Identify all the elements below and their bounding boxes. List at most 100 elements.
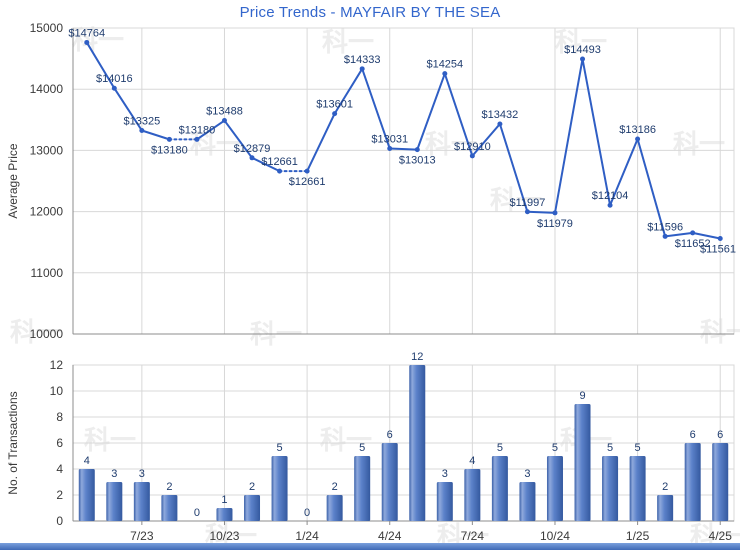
price-point-label: $13186: [619, 124, 656, 136]
price-data-point: [84, 39, 90, 45]
transaction-bar-label: 5: [607, 442, 613, 454]
horizontal-scrollbar[interactable]: [0, 543, 740, 550]
txn-ytick-label: 4: [56, 462, 63, 476]
price-data-point: [635, 136, 641, 142]
price-line-segment: [691, 231, 722, 240]
price-point-label: $12910: [454, 141, 491, 153]
transaction-bar-label: 6: [387, 429, 393, 441]
watermark-text: 科一: [490, 185, 543, 215]
txn-xtick-label: 1/24: [295, 529, 319, 543]
watermark-text: 科一: [84, 425, 137, 455]
price-point-label: $11979: [537, 218, 573, 230]
price-ytick-label: 10000: [30, 327, 64, 341]
transaction-bar-label: 3: [111, 468, 117, 480]
price-line-segment: [664, 231, 694, 238]
transaction-bar-label: 2: [249, 481, 255, 493]
price-point-label: $14254: [426, 59, 463, 71]
price-point-label: $14016: [96, 73, 133, 85]
price-point-label: $12661: [289, 176, 326, 188]
price-data-point: [442, 71, 448, 77]
transaction-bar: [546, 456, 563, 521]
transaction-bar: [161, 495, 178, 521]
txn-ytick-label: 0: [56, 514, 63, 528]
watermark-text: 科一: [320, 425, 373, 455]
transaction-bar: [464, 469, 481, 521]
price-line-segment: [443, 72, 474, 157]
txn-ytick-label: 8: [56, 410, 63, 424]
transaction-bar-label: 5: [277, 442, 283, 454]
transaction-bar: [684, 443, 701, 521]
transactions-axis-label: No. of Transactions: [6, 391, 20, 495]
transaction-bar: [244, 495, 261, 521]
transaction-bar-label: 5: [635, 442, 641, 454]
price-data-point: [194, 136, 200, 142]
watermark-text: 科一: [555, 27, 608, 57]
transaction-bar: [271, 456, 288, 521]
price-line-segment: [498, 122, 529, 213]
price-data-point: [662, 233, 668, 239]
txn-xtick-label: 4/24: [378, 529, 402, 543]
transaction-bar-label: 5: [552, 442, 558, 454]
price-data-point: [524, 209, 530, 215]
price-line-segment: [195, 119, 226, 141]
transaction-bar-label: 3: [442, 468, 448, 480]
price-data-point: [304, 168, 310, 174]
transaction-bar-label: 6: [717, 429, 723, 441]
price-ytick-label: 12000: [30, 205, 64, 219]
price-point-label: $11997: [509, 197, 545, 209]
transaction-bar: [519, 482, 536, 521]
price-point-label: $13325: [123, 116, 160, 128]
price-data-point: [387, 146, 393, 152]
price-data-point: [332, 111, 338, 117]
txn-ytick-label: 6: [56, 436, 63, 450]
transaction-bar: [574, 404, 591, 521]
transaction-bar-label: 0: [304, 507, 310, 519]
txn-xtick-label: 10/24: [540, 529, 570, 543]
price-point-label: $12661: [261, 156, 298, 168]
price-data-point: [717, 235, 723, 241]
price-line-segment: [416, 72, 446, 151]
price-line-segment: [306, 112, 336, 173]
transaction-bar: [436, 482, 453, 521]
price-ytick-label: 11000: [31, 266, 64, 280]
price-ytick-label: 14000: [30, 82, 64, 96]
price-data-point: [497, 121, 503, 127]
price-ytick-label: 15000: [30, 21, 64, 35]
price-line-segment: [609, 138, 639, 207]
price-line-segment: [333, 67, 364, 115]
watermark-text: 科一: [10, 317, 63, 347]
transaction-bar-label: 5: [359, 442, 365, 454]
price-point-label: $14493: [564, 44, 601, 56]
price-data-point: [359, 66, 365, 72]
price-point-label: $12879: [234, 143, 271, 155]
price-point-label: $14764: [68, 27, 105, 39]
transaction-bar-label: 6: [690, 429, 696, 441]
price-line-segment: [526, 210, 556, 214]
price-point-label: $11596: [647, 221, 683, 233]
price-axis-label: Average Price: [6, 143, 20, 219]
txn-ytick-label: 10: [50, 384, 64, 398]
transaction-bar-label: 1: [221, 494, 227, 506]
transaction-bar: [78, 469, 95, 521]
transaction-bar: [629, 456, 646, 521]
txn-ytick-label: 2: [56, 488, 63, 502]
txn-xtick-label: 1/25: [626, 529, 650, 543]
transaction-bar: [354, 456, 371, 521]
transaction-bar: [216, 508, 233, 521]
transaction-bar: [381, 443, 398, 521]
transaction-bar-label: 3: [524, 468, 530, 480]
price-data-point: [607, 202, 613, 208]
transaction-bar: [106, 482, 123, 521]
price-point-label: $13013: [399, 155, 436, 167]
watermark-text: 科一: [673, 129, 726, 159]
price-line-segment: [85, 41, 116, 90]
price-point-label: $14333: [344, 54, 381, 66]
price-line-segment: [361, 67, 391, 150]
price-line-segment: [113, 87, 143, 132]
price-point-label: $13031: [371, 134, 408, 146]
price-data-point: [249, 155, 255, 161]
txn-ytick-label: 12: [50, 358, 64, 372]
price-line-segment: [251, 156, 281, 173]
price-data-point: [414, 147, 420, 153]
